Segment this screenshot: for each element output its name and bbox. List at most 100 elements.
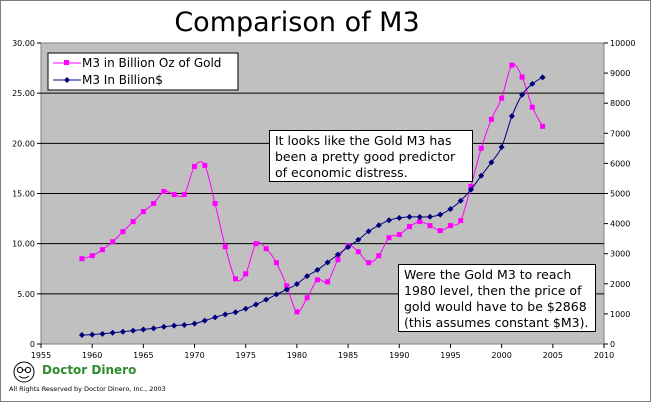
chart-title: Comparison of M3 [174, 7, 419, 38]
annotation-predictor: It looks like the Gold M3 has been a pre… [269, 130, 473, 182]
y-left-tick-label: 10.00 [12, 240, 35, 249]
data-point-dollar [191, 320, 198, 327]
x-tick-label: 1970 [184, 351, 204, 360]
x-tick-label: 1955 [31, 351, 51, 360]
data-point-dollar [437, 211, 444, 218]
data-point-dollar [457, 197, 464, 204]
data-point-gold [294, 309, 300, 315]
data-point-gold [243, 271, 249, 277]
data-point-gold [89, 253, 95, 259]
data-point-dollar [212, 314, 219, 321]
data-point-dollar [283, 286, 290, 293]
data-point-dollar [304, 273, 311, 280]
data-point-gold [314, 277, 320, 283]
series-line-dollar [81, 76, 543, 336]
data-point-dollar [181, 322, 188, 329]
data-point-dollar [498, 144, 505, 151]
data-point-gold [335, 257, 341, 263]
data-point-dollar [355, 236, 362, 243]
y-left-tick-label: 0 [30, 340, 35, 349]
series-line-gold [81, 63, 544, 313]
data-point-gold [253, 241, 259, 247]
data-point-dollar [130, 327, 137, 334]
data-point-dollar [232, 309, 239, 316]
data-point-gold [437, 228, 443, 234]
data-point-dollar [426, 213, 433, 220]
data-point-dollar [171, 322, 178, 329]
data-point-dollar [334, 251, 341, 258]
brand-name: Doctor Dinero [42, 363, 137, 377]
data-point-gold [212, 201, 218, 206]
data-point-dollar [519, 91, 526, 98]
data-point-gold [202, 162, 208, 168]
data-point-gold [488, 116, 494, 122]
data-point-gold [386, 235, 392, 241]
y-right-tick-label: 10000 [610, 39, 635, 48]
data-point-dollar [242, 305, 249, 312]
data-point-gold [448, 223, 453, 229]
data-point-gold [273, 260, 279, 266]
data-point-gold [140, 209, 146, 215]
y-right-tick-label: 9000 [610, 69, 630, 78]
data-point-gold [99, 247, 105, 253]
data-point-dollar [467, 186, 474, 193]
x-tick-label: 2010 [594, 351, 614, 360]
x-tick-label: 1985 [338, 351, 358, 360]
x-tick-label: 1995 [440, 351, 460, 360]
data-point-dollar [396, 214, 403, 221]
legend-label-dollar: M3 In Billion$ [82, 73, 163, 87]
data-point-gold [110, 239, 116, 245]
data-point-gold [325, 279, 331, 285]
data-point-gold [417, 219, 423, 225]
data-point-dollar [478, 172, 485, 179]
y-right-tick-label: 1000 [610, 310, 630, 319]
data-point-gold [458, 218, 464, 224]
data-point-gold [161, 189, 167, 194]
x-tick-label: 1975 [236, 351, 256, 360]
y-left-tick-label: 5.00 [17, 290, 35, 299]
data-point-dollar [109, 329, 116, 336]
y-left-tick-label: 30.00 [12, 39, 35, 48]
y-right-tick-label: 4000 [610, 220, 630, 229]
data-point-dollar [447, 205, 454, 212]
data-point-dollar [140, 326, 147, 333]
x-tick-label: 2005 [543, 351, 563, 360]
data-point-dollar [201, 317, 208, 324]
data-point-gold [181, 192, 187, 197]
data-point-gold [529, 104, 535, 110]
data-point-gold [151, 201, 157, 206]
data-point-dollar [324, 259, 331, 266]
y-left-tick-label: 25.00 [12, 89, 35, 98]
data-point-dollar [78, 332, 85, 339]
y-right-tick-label: 6000 [610, 159, 630, 168]
data-point-dollar [160, 323, 167, 330]
data-point-gold [120, 229, 126, 235]
data-point-dollar [222, 311, 229, 318]
data-point-gold [130, 219, 136, 225]
data-point-dollar [365, 228, 372, 235]
data-point-dollar [99, 330, 106, 337]
data-point-dollar [488, 159, 495, 166]
data-point-gold [171, 192, 177, 197]
data-point-dollar [150, 325, 157, 332]
data-point-gold [233, 276, 238, 282]
data-point-dollar [263, 296, 270, 303]
data-point-gold [478, 145, 484, 151]
data-point-gold [263, 246, 269, 252]
y-right-tick-label: 5000 [610, 190, 630, 199]
y-right-tick-label: 2000 [610, 280, 630, 289]
y-right-tick-label: 0 [610, 340, 615, 349]
legend-box [47, 52, 239, 91]
data-point-dollar [508, 113, 515, 120]
x-tick-label: 1990 [389, 351, 409, 360]
data-point-dollar [314, 266, 321, 273]
legend-marker-dollar [64, 77, 70, 83]
brand-copyright: All Rights Reserved by Doctor Dinero, In… [9, 385, 166, 393]
data-point-gold [284, 283, 290, 289]
data-point-gold [396, 232, 402, 238]
data-point-gold [304, 295, 310, 301]
data-point-gold [355, 249, 361, 255]
y-right-tick-label: 7000 [610, 129, 630, 138]
